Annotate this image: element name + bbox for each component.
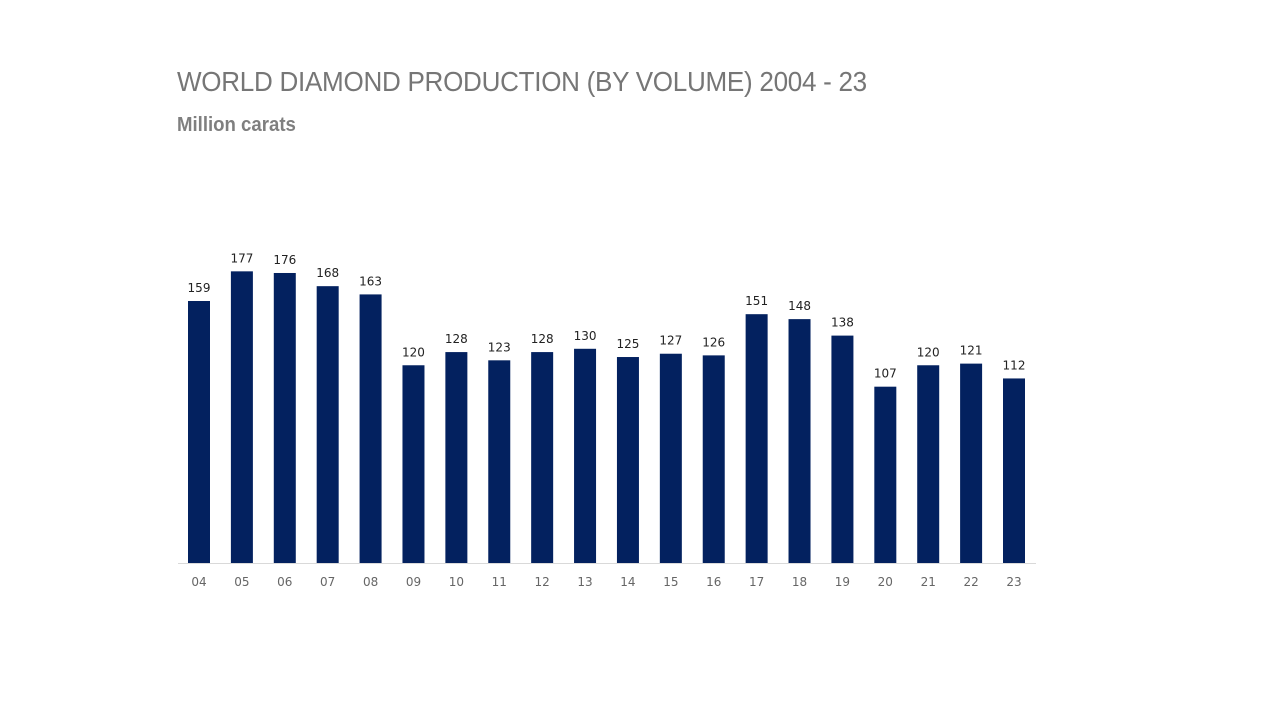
data-label-23: 112 [1003, 358, 1026, 372]
x-tick-09: 09 [406, 575, 421, 589]
data-label-07: 168 [316, 266, 339, 280]
chart-subtitle: Million carats [177, 114, 296, 136]
x-tick-19: 19 [835, 575, 850, 589]
data-label-22: 121 [960, 344, 983, 358]
bar-20 [874, 386, 897, 563]
data-label-06: 176 [273, 253, 296, 267]
bar-07 [316, 286, 339, 563]
bar-16 [702, 355, 725, 563]
x-tick-11: 11 [492, 575, 507, 589]
bar-21 [917, 365, 940, 563]
x-tick-22: 22 [963, 575, 978, 589]
bar-14 [616, 357, 639, 563]
data-label-19: 138 [831, 316, 854, 330]
data-label-09: 120 [402, 345, 425, 359]
x-tick-17: 17 [749, 575, 764, 589]
x-tick-10: 10 [449, 575, 464, 589]
x-tick-04: 04 [191, 575, 206, 589]
data-label-12: 128 [531, 332, 554, 346]
data-label-08: 163 [359, 274, 382, 288]
data-label-21: 120 [917, 345, 940, 359]
bar-08 [359, 294, 382, 563]
bar-19 [831, 335, 854, 563]
x-tick-08: 08 [363, 575, 378, 589]
data-label-15: 127 [659, 334, 682, 348]
x-tick-07: 07 [320, 575, 335, 589]
x-tick-18: 18 [792, 575, 807, 589]
data-label-05: 177 [230, 251, 253, 265]
x-tick-06: 06 [277, 575, 292, 589]
data-label-13: 130 [574, 329, 597, 343]
data-label-10: 128 [445, 332, 468, 346]
bar-18 [788, 319, 811, 563]
x-tick-23: 23 [1006, 575, 1021, 589]
x-tick-21: 21 [921, 575, 936, 589]
bar-17 [745, 314, 768, 563]
chart-title: WORLD DIAMOND PRODUCTION (BY VOLUME) 200… [177, 66, 867, 97]
bar-09 [402, 365, 425, 563]
x-tick-16: 16 [706, 575, 721, 589]
x-tick-20: 20 [878, 575, 893, 589]
x-tick-13: 13 [577, 575, 592, 589]
bar-11 [488, 360, 511, 563]
data-label-17: 151 [745, 294, 768, 308]
data-label-14: 125 [616, 337, 639, 351]
data-label-04: 159 [188, 281, 211, 295]
x-tick-14: 14 [620, 575, 635, 589]
bar-10 [445, 352, 468, 563]
bar-23 [1003, 378, 1025, 563]
bar-06 [273, 272, 296, 563]
data-label-18: 148 [788, 299, 811, 313]
bar-13 [574, 348, 597, 563]
data-label-20: 107 [874, 367, 897, 381]
data-label-11: 123 [488, 340, 511, 354]
bar-22 [960, 363, 983, 563]
bar-04 [188, 301, 210, 563]
bar-15 [659, 353, 682, 563]
x-tick-12: 12 [535, 575, 550, 589]
data-label-16: 126 [702, 335, 725, 349]
x-tick-15: 15 [663, 575, 678, 589]
bar-05 [230, 271, 253, 563]
bar-12 [531, 352, 554, 563]
x-tick-05: 05 [234, 575, 249, 589]
